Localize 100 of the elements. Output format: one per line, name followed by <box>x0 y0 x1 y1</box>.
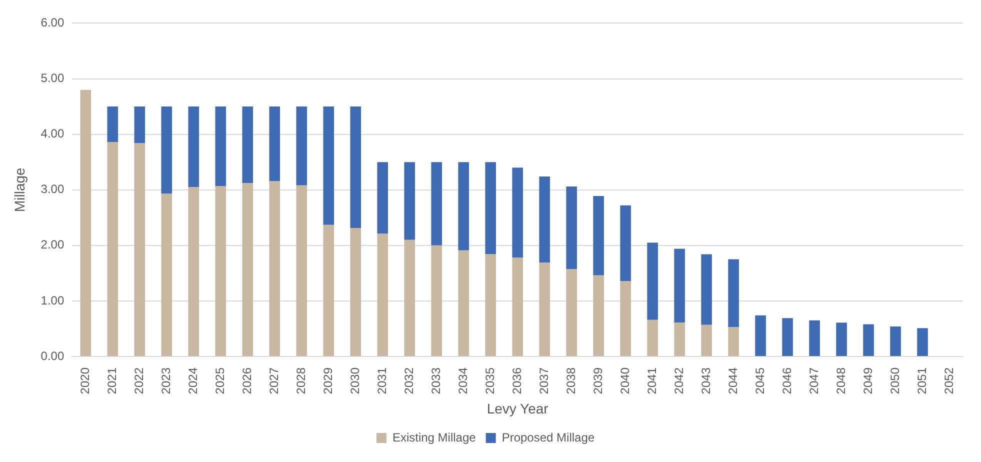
x-tick-label: 2032 <box>402 367 416 394</box>
x-tick-label: 2048 <box>834 367 848 394</box>
bar <box>188 106 200 188</box>
bar <box>350 228 362 356</box>
x-tick-label: 2036 <box>510 367 524 394</box>
x-tick-label: 2039 <box>590 367 605 394</box>
bar <box>485 162 496 254</box>
bar <box>215 186 226 356</box>
bar <box>593 275 604 356</box>
y-tick-label: 0.00 <box>40 348 64 363</box>
x-tick-label: 2038 <box>564 367 578 394</box>
x-tick-label: 2024 <box>186 367 200 394</box>
bar <box>620 205 631 281</box>
x-tick-label: 2042 <box>672 367 686 394</box>
x-tick-label: 2033 <box>428 367 443 394</box>
x-tick-label: 2026 <box>240 367 254 394</box>
x-axis-title: Levy Year <box>486 400 549 416</box>
bar <box>701 254 712 325</box>
x-tick-label: 2034 <box>456 367 470 394</box>
bar <box>242 106 254 184</box>
y-tick-label: 3.00 <box>40 182 64 196</box>
y-axis-title: Millage <box>11 167 28 212</box>
x-tick-label: 2023 <box>158 367 173 394</box>
x-tick-label: 2050 <box>888 367 902 394</box>
bar <box>836 322 847 356</box>
legend-label: Proposed Millage <box>502 430 595 444</box>
bar <box>674 322 685 356</box>
x-tick-label: 2041 <box>644 367 659 394</box>
y-tick-label: 1.00 <box>40 293 64 308</box>
bar <box>485 254 496 356</box>
x-tick-label: 2031 <box>374 367 389 394</box>
bar <box>593 196 604 276</box>
bar <box>161 106 172 194</box>
bar <box>269 180 280 356</box>
x-tick-label: 2021 <box>104 367 119 394</box>
bar <box>296 106 308 186</box>
bar <box>728 259 739 328</box>
bar <box>296 185 308 356</box>
x-tick-label: 2051 <box>914 367 929 394</box>
bar <box>782 318 793 356</box>
y-tick-label: 5.00 <box>40 71 64 86</box>
bar <box>809 320 820 356</box>
bar <box>539 176 550 263</box>
bar <box>566 269 577 356</box>
y-tick-label: 2.00 <box>40 238 64 252</box>
x-tick-label: 2028 <box>294 367 308 394</box>
bar <box>404 162 415 240</box>
x-tick-label: 2025 <box>212 367 227 394</box>
bar <box>431 245 442 356</box>
bar <box>728 327 739 356</box>
x-tick-label: 2052 <box>942 367 956 394</box>
bar <box>647 320 658 356</box>
bar <box>404 240 415 356</box>
legend-label: Existing Millage <box>392 430 476 444</box>
y-tick-label: 4.00 <box>40 126 64 141</box>
bar <box>161 194 172 356</box>
bar <box>107 106 118 142</box>
x-tick-label: 2022 <box>132 367 146 394</box>
bar <box>107 142 118 356</box>
x-tick-label: 2044 <box>726 367 740 394</box>
bar <box>431 162 442 246</box>
bar <box>242 183 254 356</box>
bar <box>377 234 388 356</box>
x-tick-label: 2043 <box>698 367 713 394</box>
bar <box>512 258 523 356</box>
bar <box>620 280 631 356</box>
bar <box>701 324 712 356</box>
bar <box>134 143 146 356</box>
x-tick-label: 2030 <box>348 367 362 394</box>
bar <box>755 315 766 356</box>
bar <box>458 162 469 250</box>
bar <box>188 187 200 356</box>
x-tick-label: 2037 <box>536 367 551 394</box>
x-tick-label: 2040 <box>618 367 632 394</box>
x-tick-label: 2027 <box>266 367 281 394</box>
bar <box>674 248 685 323</box>
bar <box>350 106 362 228</box>
x-tick-label: 2035 <box>482 367 497 394</box>
bar <box>890 326 901 356</box>
x-tick-label: 2049 <box>860 367 875 394</box>
bar <box>512 168 523 258</box>
x-tick-label: 2047 <box>806 367 821 394</box>
bar <box>539 262 550 356</box>
bar <box>917 328 928 356</box>
bar <box>134 106 146 144</box>
bar <box>863 324 874 356</box>
y-tick-label: 6.00 <box>40 16 64 30</box>
bar <box>566 186 577 270</box>
bar <box>458 250 469 356</box>
x-tick-label: 2020 <box>78 367 92 394</box>
bar <box>80 90 92 356</box>
bar <box>647 242 658 320</box>
bar <box>323 224 334 356</box>
bar <box>269 106 280 181</box>
x-tick-label: 2046 <box>780 367 794 394</box>
x-tick-label: 2029 <box>320 367 335 394</box>
bar <box>323 106 334 225</box>
bar <box>377 162 388 234</box>
bar <box>215 106 226 186</box>
x-tick-label: 2045 <box>752 367 767 394</box>
